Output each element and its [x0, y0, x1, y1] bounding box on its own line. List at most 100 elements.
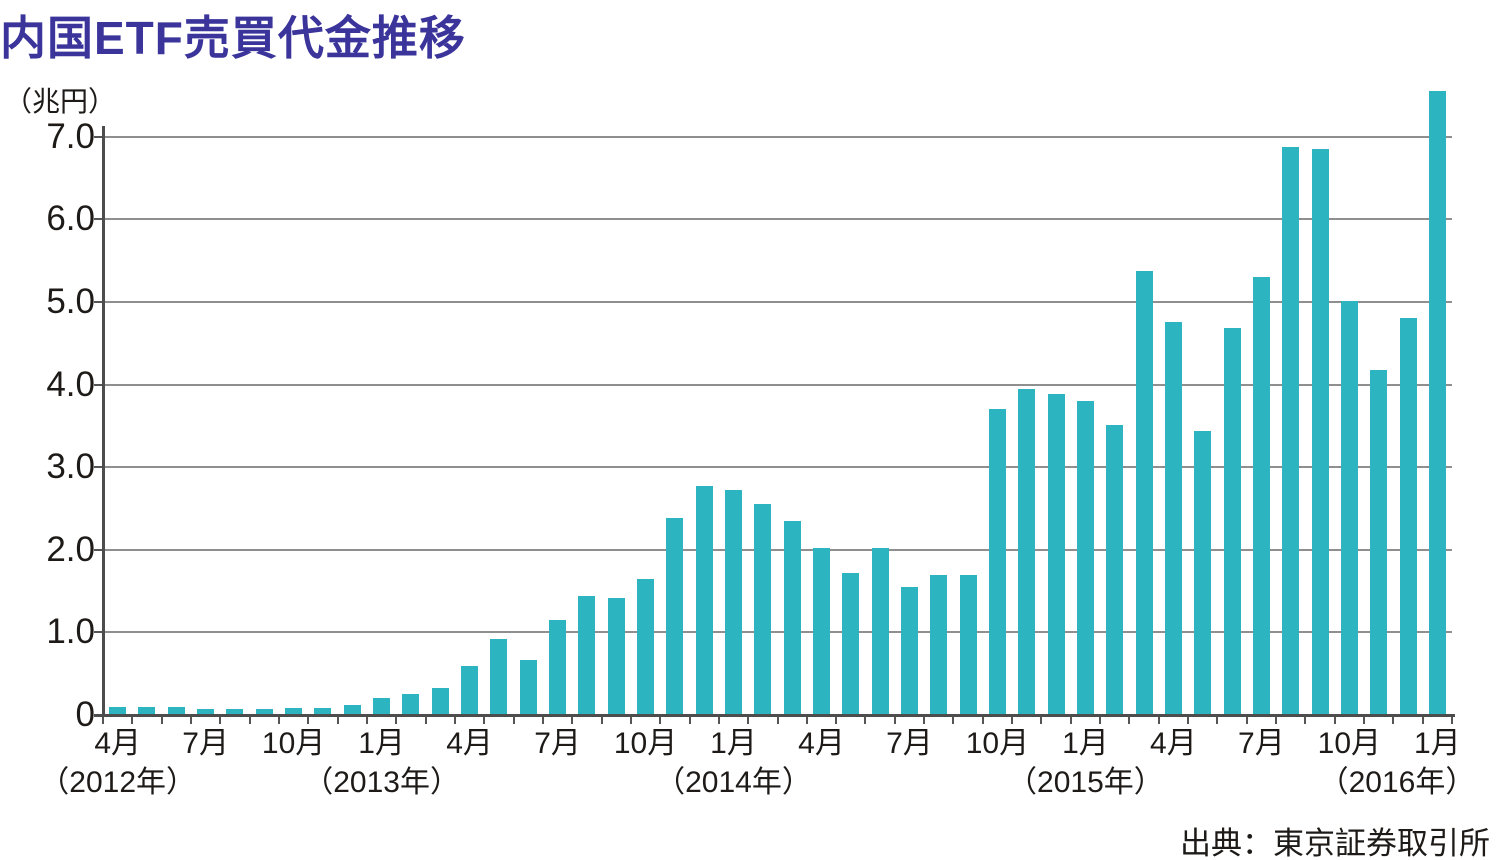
bar — [578, 596, 596, 715]
x-tick — [512, 716, 515, 724]
bar — [431, 688, 449, 715]
x-tick — [629, 716, 632, 724]
x-tick — [160, 716, 163, 724]
gridline — [103, 466, 1452, 469]
x-tick — [1451, 716, 1453, 724]
bar — [1018, 389, 1036, 715]
bar — [754, 504, 772, 715]
x-month-label: 7月 — [534, 727, 581, 760]
x-tick — [424, 716, 427, 724]
x-tick — [1363, 716, 1366, 724]
x-month-label: 4月 — [94, 727, 141, 760]
gridline — [103, 548, 1452, 551]
x-tick — [483, 716, 486, 724]
bar — [1311, 149, 1329, 715]
bar — [1135, 271, 1153, 715]
y-tick-label: 3.0 — [46, 447, 95, 487]
bar — [666, 518, 684, 715]
x-tick — [336, 716, 339, 724]
x-tick — [1099, 716, 1102, 724]
bar — [1252, 277, 1270, 715]
gridline — [103, 301, 1452, 303]
x-month-label: 1月 — [710, 727, 757, 760]
y-tick-label: 4.0 — [46, 364, 95, 404]
x-tick — [952, 716, 955, 724]
bar — [1282, 147, 1300, 715]
bar — [373, 698, 391, 715]
bar — [695, 486, 713, 715]
x-month-label: 10月 — [261, 727, 326, 760]
bar — [871, 548, 889, 715]
x-tick — [1157, 716, 1160, 724]
x-tick — [600, 716, 603, 724]
chart-title: 内国ETF売買代金推移 — [0, 12, 466, 64]
x-tick — [981, 716, 984, 724]
bar — [783, 521, 801, 715]
x-tick — [717, 716, 720, 724]
x-tick — [307, 716, 310, 724]
bar — [1076, 401, 1094, 715]
x-tick — [1040, 716, 1043, 724]
gridline — [103, 631, 1452, 634]
x-tick — [864, 716, 867, 724]
bar — [1370, 370, 1388, 715]
y-axis-unit-label: （兆円） — [4, 86, 117, 117]
x-tick — [102, 716, 104, 724]
x-tick — [659, 716, 662, 724]
bar — [138, 707, 156, 715]
gridline — [103, 135, 1452, 138]
x-tick — [365, 716, 368, 724]
bar — [1047, 394, 1065, 715]
x-month-label: 1月 — [1413, 727, 1461, 760]
x-tick — [1069, 716, 1072, 724]
x-month-label: 7月 — [182, 727, 229, 760]
bar — [490, 639, 508, 715]
x-tick — [1011, 716, 1014, 724]
bar — [402, 694, 420, 715]
x-month-label: 4月 — [798, 727, 845, 760]
x-year-label: （2012年） — [39, 766, 197, 799]
x-tick — [805, 716, 808, 724]
x-tick — [219, 716, 222, 724]
bar — [461, 666, 479, 715]
x-tick — [453, 716, 456, 724]
bar — [314, 708, 332, 715]
bar — [1340, 301, 1358, 715]
x-tick — [1187, 716, 1190, 724]
x-month-label: 7月 — [1238, 727, 1285, 760]
y-tick-label: 2.0 — [46, 529, 95, 569]
bar — [930, 575, 948, 715]
x-tick — [1245, 716, 1248, 724]
bar — [812, 548, 830, 715]
bar — [285, 708, 303, 715]
x-tick — [835, 716, 838, 724]
x-month-label: 4月 — [1150, 727, 1197, 760]
bar — [343, 705, 361, 715]
y-tick-label: 7.0 — [46, 116, 95, 156]
y-tick-label: 5.0 — [46, 282, 95, 321]
x-tick — [277, 716, 280, 724]
x-month-label: 10月 — [613, 727, 678, 760]
bar — [988, 409, 1006, 715]
x-year-label: （2016年） — [1318, 766, 1476, 799]
bar — [900, 587, 918, 715]
x-month-label: 7月 — [886, 727, 933, 760]
bar — [197, 709, 215, 715]
x-tick — [1275, 716, 1278, 724]
y-axis-line — [102, 126, 105, 717]
x-month-label: 4月 — [446, 727, 493, 760]
x-month-label: 1月 — [1062, 727, 1109, 760]
y-tick — [94, 135, 103, 138]
bar — [109, 707, 127, 715]
x-tick — [776, 716, 779, 724]
gridline — [103, 383, 1452, 386]
x-tick — [1392, 716, 1395, 724]
x-month-label: 1月 — [358, 727, 405, 760]
x-tick — [395, 716, 398, 724]
x-tick — [571, 716, 574, 724]
y-tick-label: 0 — [75, 695, 95, 734]
bar — [519, 660, 537, 715]
x-year-label: （2013年） — [303, 766, 460, 799]
x-tick — [131, 716, 134, 724]
